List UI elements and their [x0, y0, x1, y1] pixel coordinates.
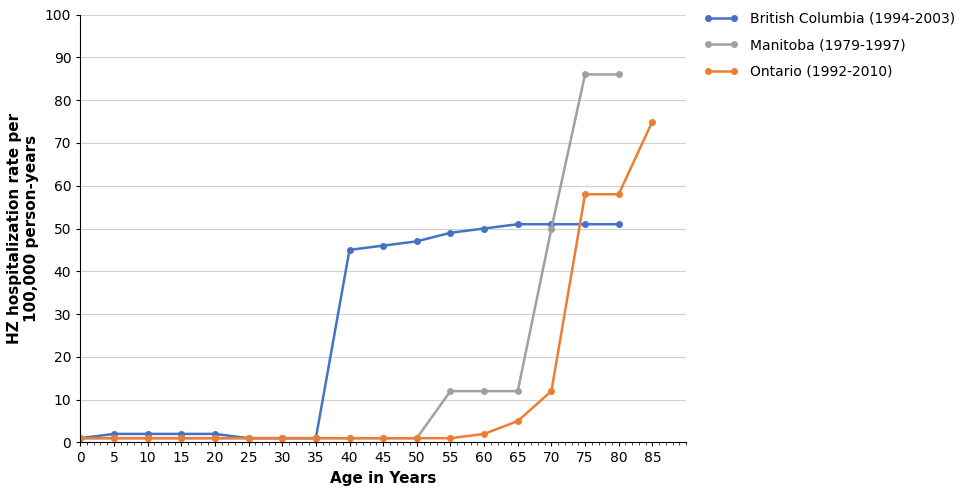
Ontario (1992-2010) — [546, 388, 558, 394]
British Columbia (1994-2003) — [612, 221, 624, 227]
British Columbia (1994-2003) — [276, 435, 288, 441]
Manitoba (1979-1997) — [276, 435, 288, 441]
Ontario (1992-2010) — [445, 435, 457, 441]
British Columbia (1994-2003) — [445, 230, 457, 236]
X-axis label: Age in Years: Age in Years — [330, 471, 436, 486]
British Columbia (1994-2003) — [411, 239, 422, 245]
Manitoba (1979-1997) — [344, 435, 356, 441]
Manitoba (1979-1997) — [411, 435, 422, 441]
Ontario (1992-2010) — [344, 435, 356, 441]
British Columbia (1994-2003) — [344, 247, 356, 253]
Ontario (1992-2010) — [243, 435, 255, 441]
British Columbia (1994-2003) — [74, 435, 86, 441]
Manitoba (1979-1997) — [243, 435, 255, 441]
Ontario (1992-2010) — [647, 118, 659, 124]
Manitoba (1979-1997) — [74, 435, 86, 441]
British Columbia (1994-2003) — [142, 431, 154, 437]
Ontario (1992-2010) — [310, 435, 321, 441]
Y-axis label: HZ hospitalization rate per
100,000 person-years: HZ hospitalization rate per 100,000 pers… — [7, 113, 39, 344]
Ontario (1992-2010) — [209, 435, 221, 441]
Ontario (1992-2010) — [612, 191, 624, 197]
Manitoba (1979-1997) — [175, 435, 187, 441]
Ontario (1992-2010) — [175, 435, 187, 441]
Legend: British Columbia (1994-2003), Manitoba (1979-1997), Ontario (1992-2010): British Columbia (1994-2003), Manitoba (… — [698, 6, 960, 84]
Ontario (1992-2010) — [512, 418, 523, 424]
British Columbia (1994-2003) — [175, 431, 187, 437]
Ontario (1992-2010) — [74, 435, 86, 441]
Manitoba (1979-1997) — [377, 435, 389, 441]
Manitoba (1979-1997) — [512, 388, 523, 394]
Ontario (1992-2010) — [377, 435, 389, 441]
Manitoba (1979-1997) — [310, 435, 321, 441]
Manitoba (1979-1997) — [108, 435, 120, 441]
Line: Ontario (1992-2010): Ontario (1992-2010) — [77, 119, 655, 441]
Manitoba (1979-1997) — [579, 71, 591, 77]
Manitoba (1979-1997) — [209, 435, 221, 441]
British Columbia (1994-2003) — [310, 435, 321, 441]
Manitoba (1979-1997) — [142, 435, 154, 441]
British Columbia (1994-2003) — [512, 221, 523, 227]
Manitoba (1979-1997) — [445, 388, 457, 394]
Line: Manitoba (1979-1997): Manitoba (1979-1997) — [77, 71, 621, 441]
Manitoba (1979-1997) — [478, 388, 490, 394]
Ontario (1992-2010) — [276, 435, 288, 441]
Manitoba (1979-1997) — [546, 225, 558, 231]
Ontario (1992-2010) — [411, 435, 422, 441]
Ontario (1992-2010) — [108, 435, 120, 441]
Ontario (1992-2010) — [579, 191, 591, 197]
Ontario (1992-2010) — [478, 431, 490, 437]
British Columbia (1994-2003) — [546, 221, 558, 227]
Line: British Columbia (1994-2003): British Columbia (1994-2003) — [77, 221, 621, 441]
British Columbia (1994-2003) — [579, 221, 591, 227]
British Columbia (1994-2003) — [209, 431, 221, 437]
Manitoba (1979-1997) — [612, 71, 624, 77]
British Columbia (1994-2003) — [243, 435, 255, 441]
Ontario (1992-2010) — [142, 435, 154, 441]
British Columbia (1994-2003) — [377, 243, 389, 248]
British Columbia (1994-2003) — [478, 225, 490, 231]
British Columbia (1994-2003) — [108, 431, 120, 437]
